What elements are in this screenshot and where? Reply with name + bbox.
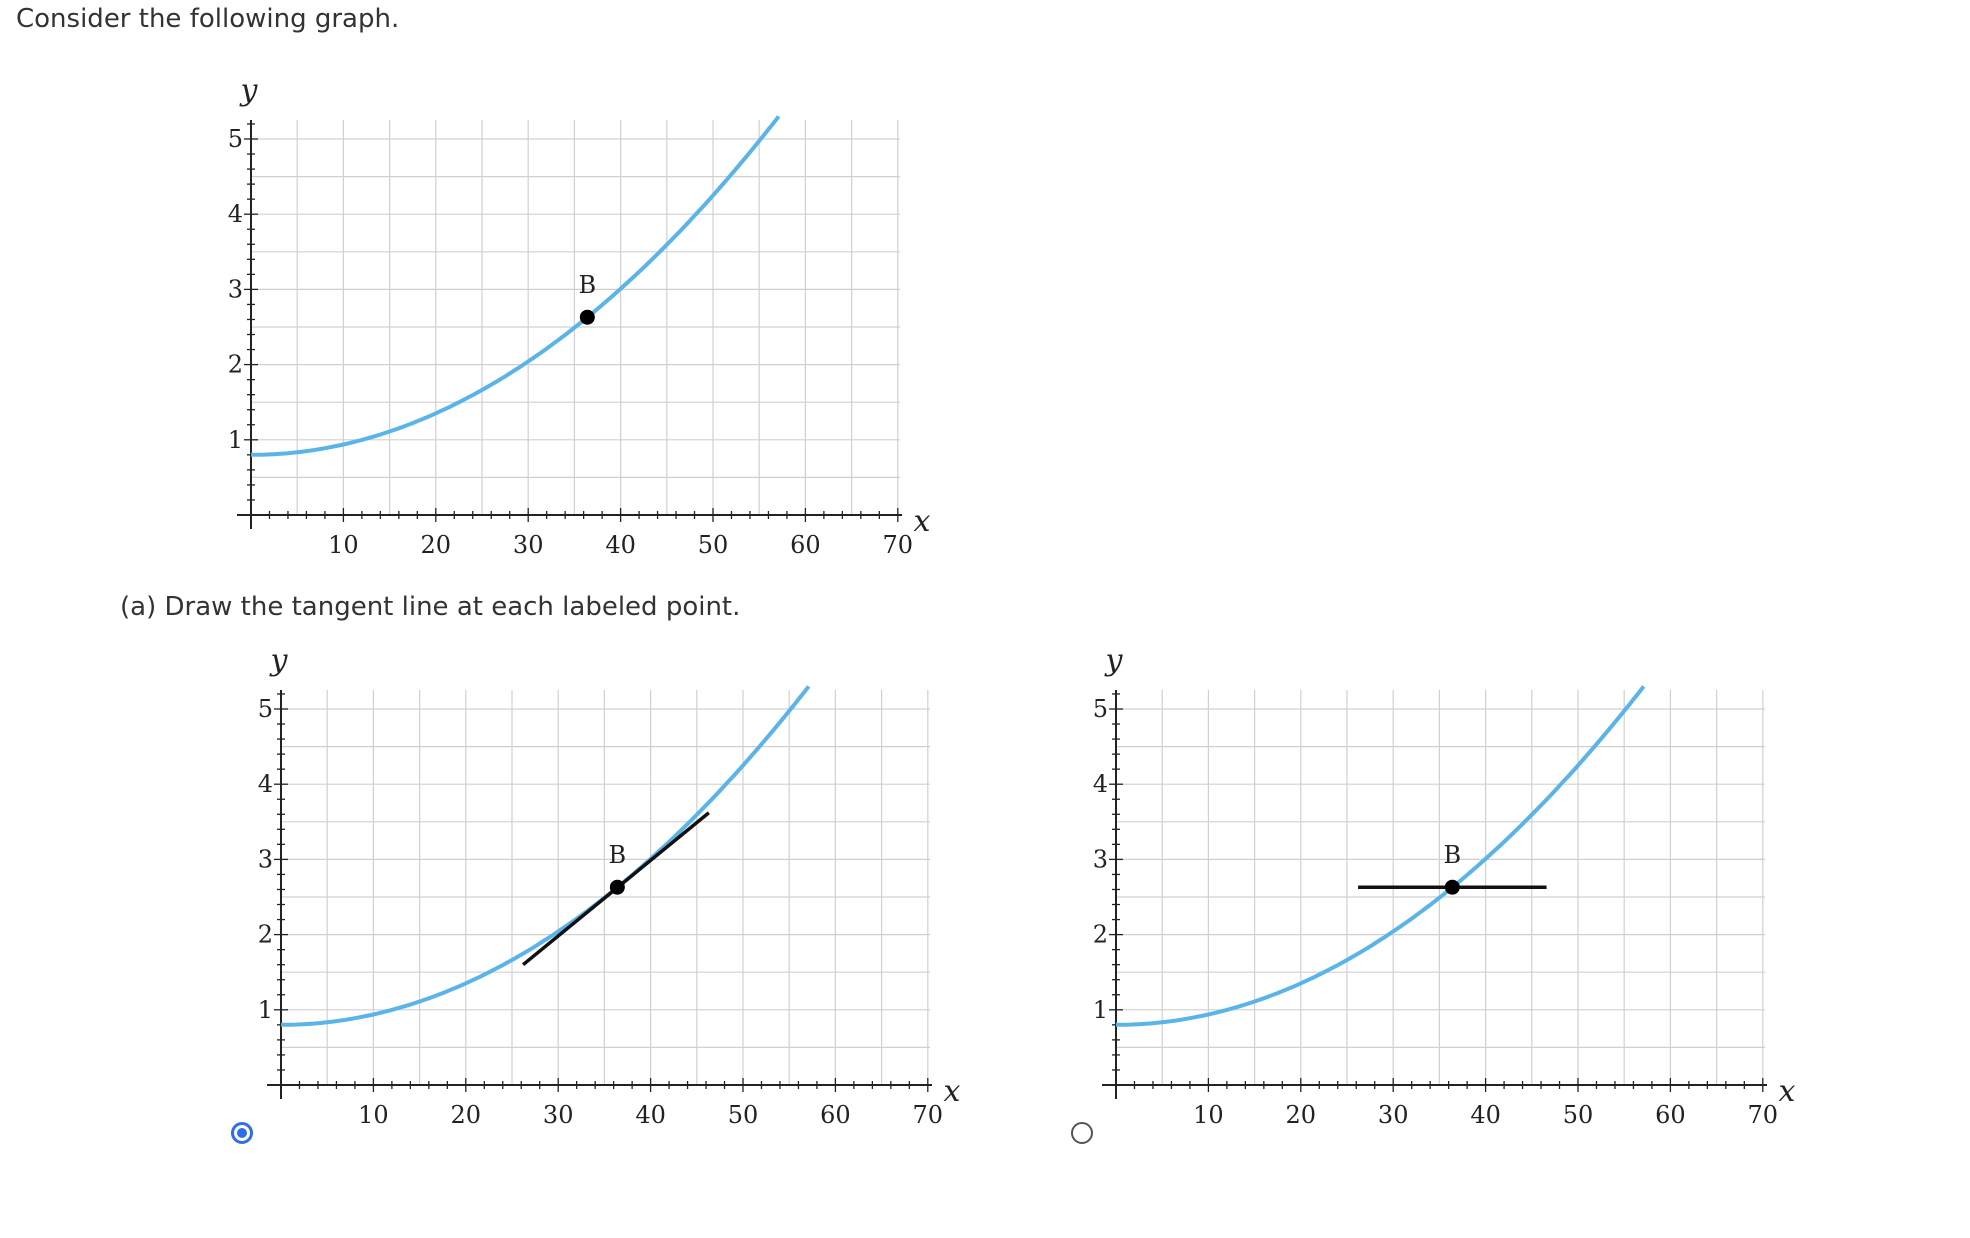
- option-b-graph: 10 20 30 40 50 60 70 1 2 3 4 5 x y B: [1093, 643, 1796, 1129]
- chart0-x-axis-label: x: [914, 504, 931, 539]
- chart0-point-B: [579, 309, 595, 325]
- chart1-x-axis-label: x: [944, 1074, 961, 1109]
- chart0-x-tick-label-70: 70: [883, 531, 914, 559]
- chart2-x-tick-label-50: 50: [1563, 1101, 1594, 1129]
- chart1-x-tick-label-10: 10: [358, 1101, 389, 1129]
- chart0-curve: [251, 115, 781, 457]
- chart1-x-tick-label-70: 70: [913, 1101, 944, 1129]
- chart0-x-tick-label-30: 30: [513, 531, 544, 559]
- chart2-x-tick-label-70: 70: [1748, 1101, 1779, 1129]
- chart0-y-axis-label: y: [239, 73, 259, 108]
- chart1-x-tick-label-40: 40: [635, 1101, 666, 1129]
- chart2-y-tick-label-5: 5: [1093, 695, 1108, 723]
- chart0-x-tick-label-60: 60: [790, 531, 821, 559]
- chart0-y-tick-label-4: 4: [228, 200, 243, 228]
- chart2-y-tick-label-3: 3: [1093, 845, 1108, 873]
- chart2-x-tick-label-30: 30: [1378, 1101, 1409, 1129]
- chart0-x-tick-label-40: 40: [605, 531, 636, 559]
- part-a-label: (a) Draw the tangent line at each labele…: [120, 592, 741, 622]
- chart0-y-tick-label-3: 3: [228, 275, 243, 303]
- chart2-x-tick-label-20: 20: [1286, 1101, 1317, 1129]
- chart2-y-tick-label-2: 2: [1093, 921, 1108, 949]
- chart2-point-label-B: B: [1444, 841, 1462, 869]
- chart1-y-tick-label-3: 3: [258, 845, 273, 873]
- option-b-radio[interactable]: [1071, 1122, 1093, 1144]
- chart1-x-tick-label-30: 30: [543, 1101, 574, 1129]
- chart0-x-tick-label-50: 50: [698, 531, 729, 559]
- chart2-x-axis-label: x: [1779, 1074, 1796, 1109]
- chart1-y-tick-label-2: 2: [258, 921, 273, 949]
- chart0-x-tick-label-20: 20: [421, 531, 452, 559]
- question-prompt: Consider the following graph.: [16, 4, 400, 34]
- chart0-x-tick-label-10: 10: [328, 531, 359, 559]
- main-graph: 10 20 30 40 50 60 70 1 2 3 4 5 x y B: [228, 73, 931, 559]
- chart2-x-tick-label-10: 10: [1193, 1101, 1224, 1129]
- chart2-x-tick-label-60: 60: [1655, 1101, 1686, 1129]
- chart1-x-tick-label-50: 50: [728, 1101, 759, 1129]
- chart0-y-tick-label-1: 1: [228, 426, 243, 454]
- chart2-y-tick-label-1: 1: [1093, 996, 1108, 1024]
- chart1-point-label-B: B: [609, 841, 627, 869]
- chart2-point-B: [1444, 879, 1460, 895]
- option-a-graph: 10 20 30 40 50 60 70 1 2 3 4 5 x y B: [258, 643, 961, 1129]
- chart2-curve: [1116, 685, 1646, 1027]
- chart1-y-tick-label-5: 5: [258, 695, 273, 723]
- chart1-point-B: [609, 879, 625, 895]
- chart1-y-tick-label-1: 1: [258, 996, 273, 1024]
- chart0-point-label-B: B: [579, 271, 597, 299]
- chart1-y-axis-label: y: [269, 643, 289, 678]
- chart1-curve: [281, 685, 811, 1027]
- option-a-radio[interactable]: [231, 1122, 253, 1144]
- chart2-x-tick-label-40: 40: [1470, 1101, 1501, 1129]
- chart2-y-tick-label-4: 4: [1093, 770, 1108, 798]
- chart2-y-axis-label: y: [1104, 643, 1124, 678]
- chart1-x-tick-label-20: 20: [451, 1101, 482, 1129]
- chart0-y-tick-label-5: 5: [228, 125, 243, 153]
- chart1-y-tick-label-4: 4: [258, 770, 273, 798]
- chart0-y-tick-label-2: 2: [228, 351, 243, 379]
- chart1-x-tick-label-60: 60: [820, 1101, 851, 1129]
